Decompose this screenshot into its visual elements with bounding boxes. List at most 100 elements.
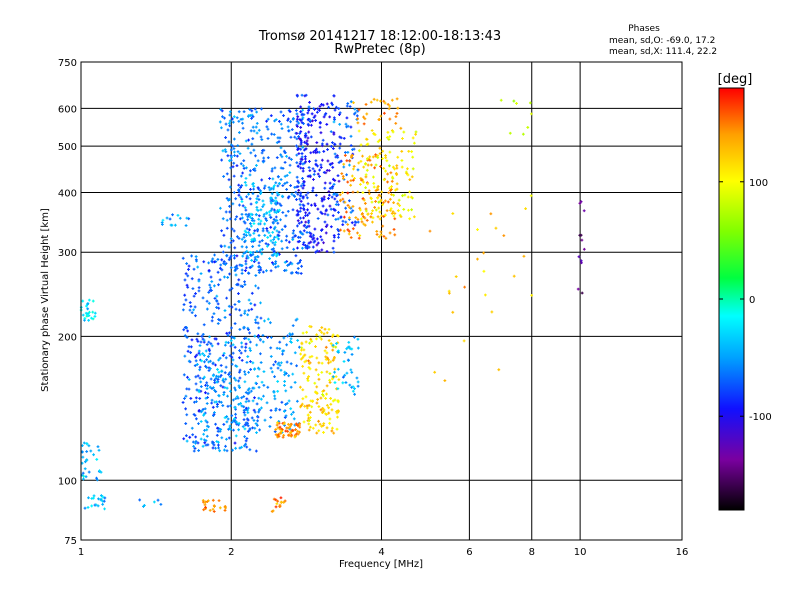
data-point bbox=[234, 434, 238, 438]
data-point bbox=[83, 467, 87, 471]
data-point bbox=[194, 396, 198, 400]
data-point bbox=[190, 254, 193, 258]
data-point bbox=[247, 138, 250, 142]
data-point bbox=[318, 125, 322, 129]
data-point bbox=[296, 164, 300, 168]
data-point bbox=[296, 148, 300, 152]
data-point bbox=[262, 270, 265, 274]
data-point bbox=[290, 158, 293, 161]
data-point bbox=[307, 166, 311, 169]
data-point bbox=[250, 109, 254, 113]
data-point bbox=[320, 337, 323, 341]
data-point bbox=[349, 134, 353, 138]
data-point bbox=[218, 449, 222, 453]
data-point bbox=[234, 388, 237, 392]
data-point bbox=[261, 340, 265, 344]
data-point bbox=[374, 163, 378, 167]
data-point bbox=[356, 190, 360, 194]
data-point bbox=[245, 249, 249, 253]
data-point bbox=[344, 220, 348, 224]
data-point bbox=[231, 165, 235, 169]
data-point bbox=[391, 210, 395, 214]
data-point bbox=[181, 308, 185, 312]
data-point bbox=[266, 137, 270, 140]
data-point bbox=[353, 223, 357, 227]
data-point bbox=[374, 200, 377, 203]
data-point bbox=[238, 368, 242, 372]
data-point bbox=[270, 207, 274, 211]
data-point bbox=[235, 395, 239, 399]
data-point bbox=[345, 116, 349, 120]
data-point bbox=[193, 305, 197, 309]
data-point bbox=[244, 269, 247, 272]
data-point bbox=[280, 127, 284, 130]
data-point bbox=[201, 332, 205, 336]
data-point bbox=[335, 427, 339, 431]
data-point bbox=[311, 245, 315, 249]
data-point bbox=[184, 298, 188, 302]
data-point bbox=[334, 218, 338, 221]
data-point bbox=[306, 111, 310, 115]
data-point bbox=[386, 180, 389, 184]
data-point bbox=[362, 180, 365, 184]
data-point bbox=[298, 132, 302, 135]
data-point bbox=[247, 370, 250, 374]
data-point bbox=[320, 248, 324, 252]
data-point bbox=[203, 500, 207, 504]
data-point bbox=[219, 384, 223, 388]
data-point bbox=[253, 426, 257, 430]
data-point bbox=[375, 98, 379, 102]
data-point bbox=[93, 315, 97, 318]
data-point bbox=[377, 200, 381, 204]
data-point bbox=[272, 390, 276, 394]
data-point bbox=[244, 421, 248, 425]
data-point bbox=[199, 410, 203, 414]
data-point bbox=[253, 255, 257, 259]
data-point bbox=[272, 218, 276, 221]
data-point bbox=[291, 429, 295, 432]
data-point bbox=[372, 185, 376, 189]
data-point bbox=[308, 341, 311, 345]
data-point bbox=[361, 154, 364, 158]
data-point bbox=[247, 214, 251, 218]
data-point bbox=[269, 225, 273, 229]
data-point bbox=[216, 378, 220, 381]
data-point bbox=[258, 240, 262, 244]
data-point bbox=[395, 112, 399, 115]
data-point bbox=[238, 203, 241, 207]
data-point bbox=[295, 185, 299, 189]
data-point bbox=[252, 419, 256, 422]
data-point bbox=[385, 136, 389, 139]
data-point bbox=[365, 143, 369, 146]
data-point bbox=[237, 236, 241, 240]
data-point bbox=[87, 444, 91, 448]
data-point bbox=[299, 199, 303, 203]
data-point bbox=[361, 197, 365, 200]
data-point bbox=[308, 367, 312, 371]
data-point bbox=[197, 349, 201, 353]
data-point bbox=[266, 243, 270, 247]
data-point bbox=[309, 240, 313, 244]
data-point bbox=[451, 212, 455, 215]
data-point bbox=[298, 430, 301, 434]
data-point bbox=[364, 173, 368, 177]
data-point bbox=[228, 331, 231, 335]
data-point bbox=[282, 114, 285, 117]
data-point bbox=[345, 210, 348, 214]
data-point bbox=[224, 365, 228, 369]
data-point bbox=[225, 218, 229, 222]
data-point bbox=[330, 101, 334, 105]
data-point bbox=[299, 110, 303, 114]
data-point bbox=[320, 330, 323, 334]
data-point bbox=[263, 319, 266, 323]
data-point bbox=[185, 262, 189, 265]
data-point bbox=[241, 204, 245, 208]
data-point bbox=[383, 213, 387, 217]
data-point bbox=[249, 340, 252, 344]
data-point bbox=[381, 224, 385, 228]
data-point bbox=[250, 116, 253, 120]
data-point bbox=[214, 446, 217, 450]
data-point bbox=[235, 164, 239, 168]
data-point bbox=[278, 425, 282, 429]
